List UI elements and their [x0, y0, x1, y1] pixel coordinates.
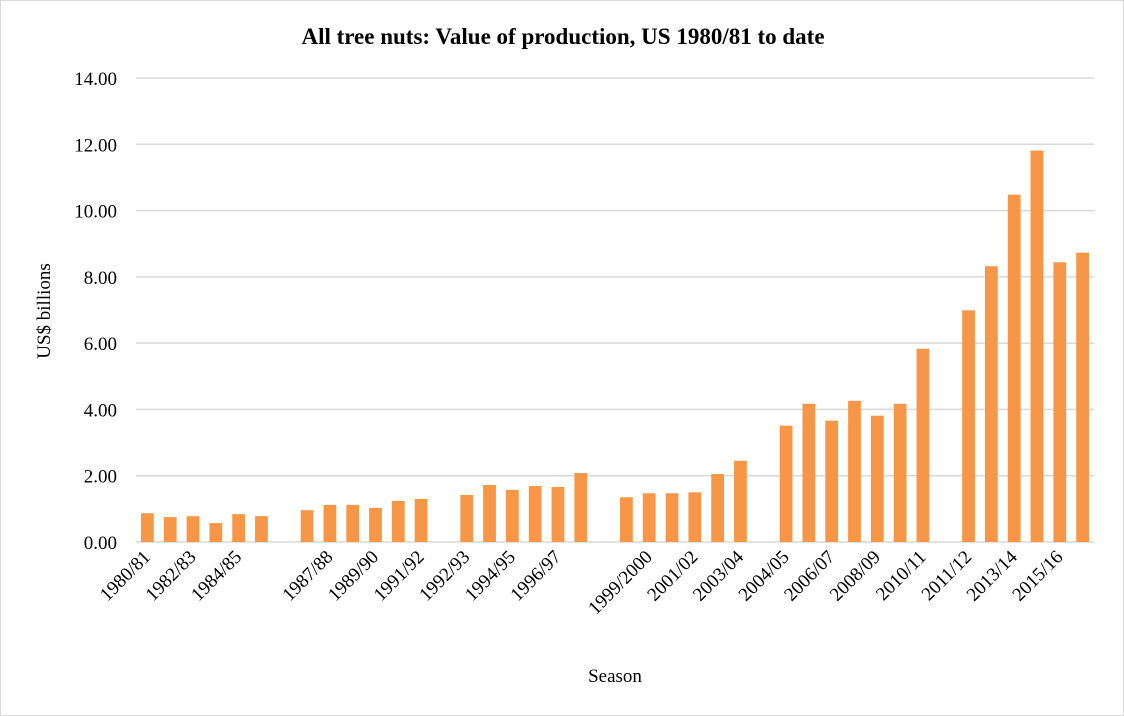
bar-1984/85 — [232, 514, 246, 542]
x-tick-label: 1984/85 — [187, 547, 246, 606]
bar-1998/99 — [620, 497, 633, 542]
y-tick-label: 2.00 — [84, 467, 117, 488]
x-tick-label: 1980/81 — [96, 547, 155, 606]
bar-1986/87 — [300, 510, 314, 542]
bar-1983/84 — [209, 523, 223, 542]
x-tick-label: 1999/2000 — [584, 547, 656, 619]
bar-2007/08 — [848, 400, 861, 542]
x-tick-label: 2008/09 — [826, 547, 885, 606]
bar-2014/15 — [1030, 150, 1044, 542]
x-tick-label: 1987/88 — [279, 547, 338, 606]
y-tick-label: 0.00 — [84, 533, 117, 554]
bar-1992/93 — [460, 494, 474, 542]
x-tick-label: 1996/97 — [507, 547, 566, 606]
y-tick-label: 10.00 — [74, 202, 117, 223]
bar-2001/02 — [688, 492, 702, 542]
bar-1980/81 — [141, 513, 154, 542]
x-tick-label: 1982/83 — [142, 547, 201, 606]
bar-1997/98 — [574, 473, 588, 542]
bar-2000/01 — [665, 493, 679, 542]
bar-2008/09 — [870, 415, 884, 542]
bar-2006/07 — [825, 420, 839, 542]
y-tick-label: 12.00 — [74, 135, 117, 156]
bar-2013/14 — [1007, 194, 1021, 543]
bar-2012/13 — [984, 266, 998, 542]
bar-1991/92 — [414, 498, 428, 542]
y-tick-label: 8.00 — [84, 268, 117, 289]
y-tick-label: 4.00 — [84, 400, 117, 421]
x-tick-label: 2010/11 — [872, 547, 930, 605]
bar-2011/12 — [962, 310, 975, 542]
bar-1990/91 — [391, 500, 405, 542]
bar-1989/90 — [369, 507, 382, 542]
bar-2004/05 — [779, 425, 793, 542]
x-tick-label: 1994/95 — [461, 547, 520, 606]
bar-2009/10 — [893, 403, 907, 542]
x-axis-label: Season — [588, 666, 642, 687]
bar-2016/17 — [1076, 252, 1089, 543]
x-tick-label: 1991/92 — [370, 547, 429, 606]
bar-2003/04 — [734, 460, 747, 542]
y-tick-label: 6.00 — [84, 334, 117, 355]
bar-1993/94 — [483, 484, 496, 542]
bar-1999/2000 — [642, 493, 656, 542]
bar-2005/06 — [802, 403, 816, 542]
y-axis-label: US$ billions — [34, 263, 55, 359]
x-tick-label: 2004/05 — [735, 547, 794, 606]
x-tick-label: 2006/07 — [780, 547, 839, 606]
bar-2015/16 — [1053, 262, 1067, 542]
chart-title: All tree nuts: Value of production, US 1… — [301, 24, 824, 49]
bar-1994/95 — [505, 489, 519, 542]
x-tick-label: 1992/93 — [415, 547, 474, 606]
bar-1987/88 — [323, 504, 337, 542]
bar-1982/83 — [186, 516, 200, 542]
bar-1988/89 — [346, 504, 360, 542]
bar-1985/86 — [255, 516, 268, 542]
bar-1981/82 — [163, 517, 177, 542]
bar-2002/03 — [711, 474, 725, 542]
x-tick-label: 1989/90 — [324, 547, 383, 606]
bar-1995/96 — [528, 485, 542, 542]
bar-1996/97 — [551, 486, 565, 542]
bar-2010/11 — [916, 348, 930, 542]
x-tick-label: 2015/16 — [1008, 547, 1067, 606]
y-tick-label: 14.00 — [74, 69, 117, 90]
x-tick-label: 2001/02 — [643, 547, 702, 606]
